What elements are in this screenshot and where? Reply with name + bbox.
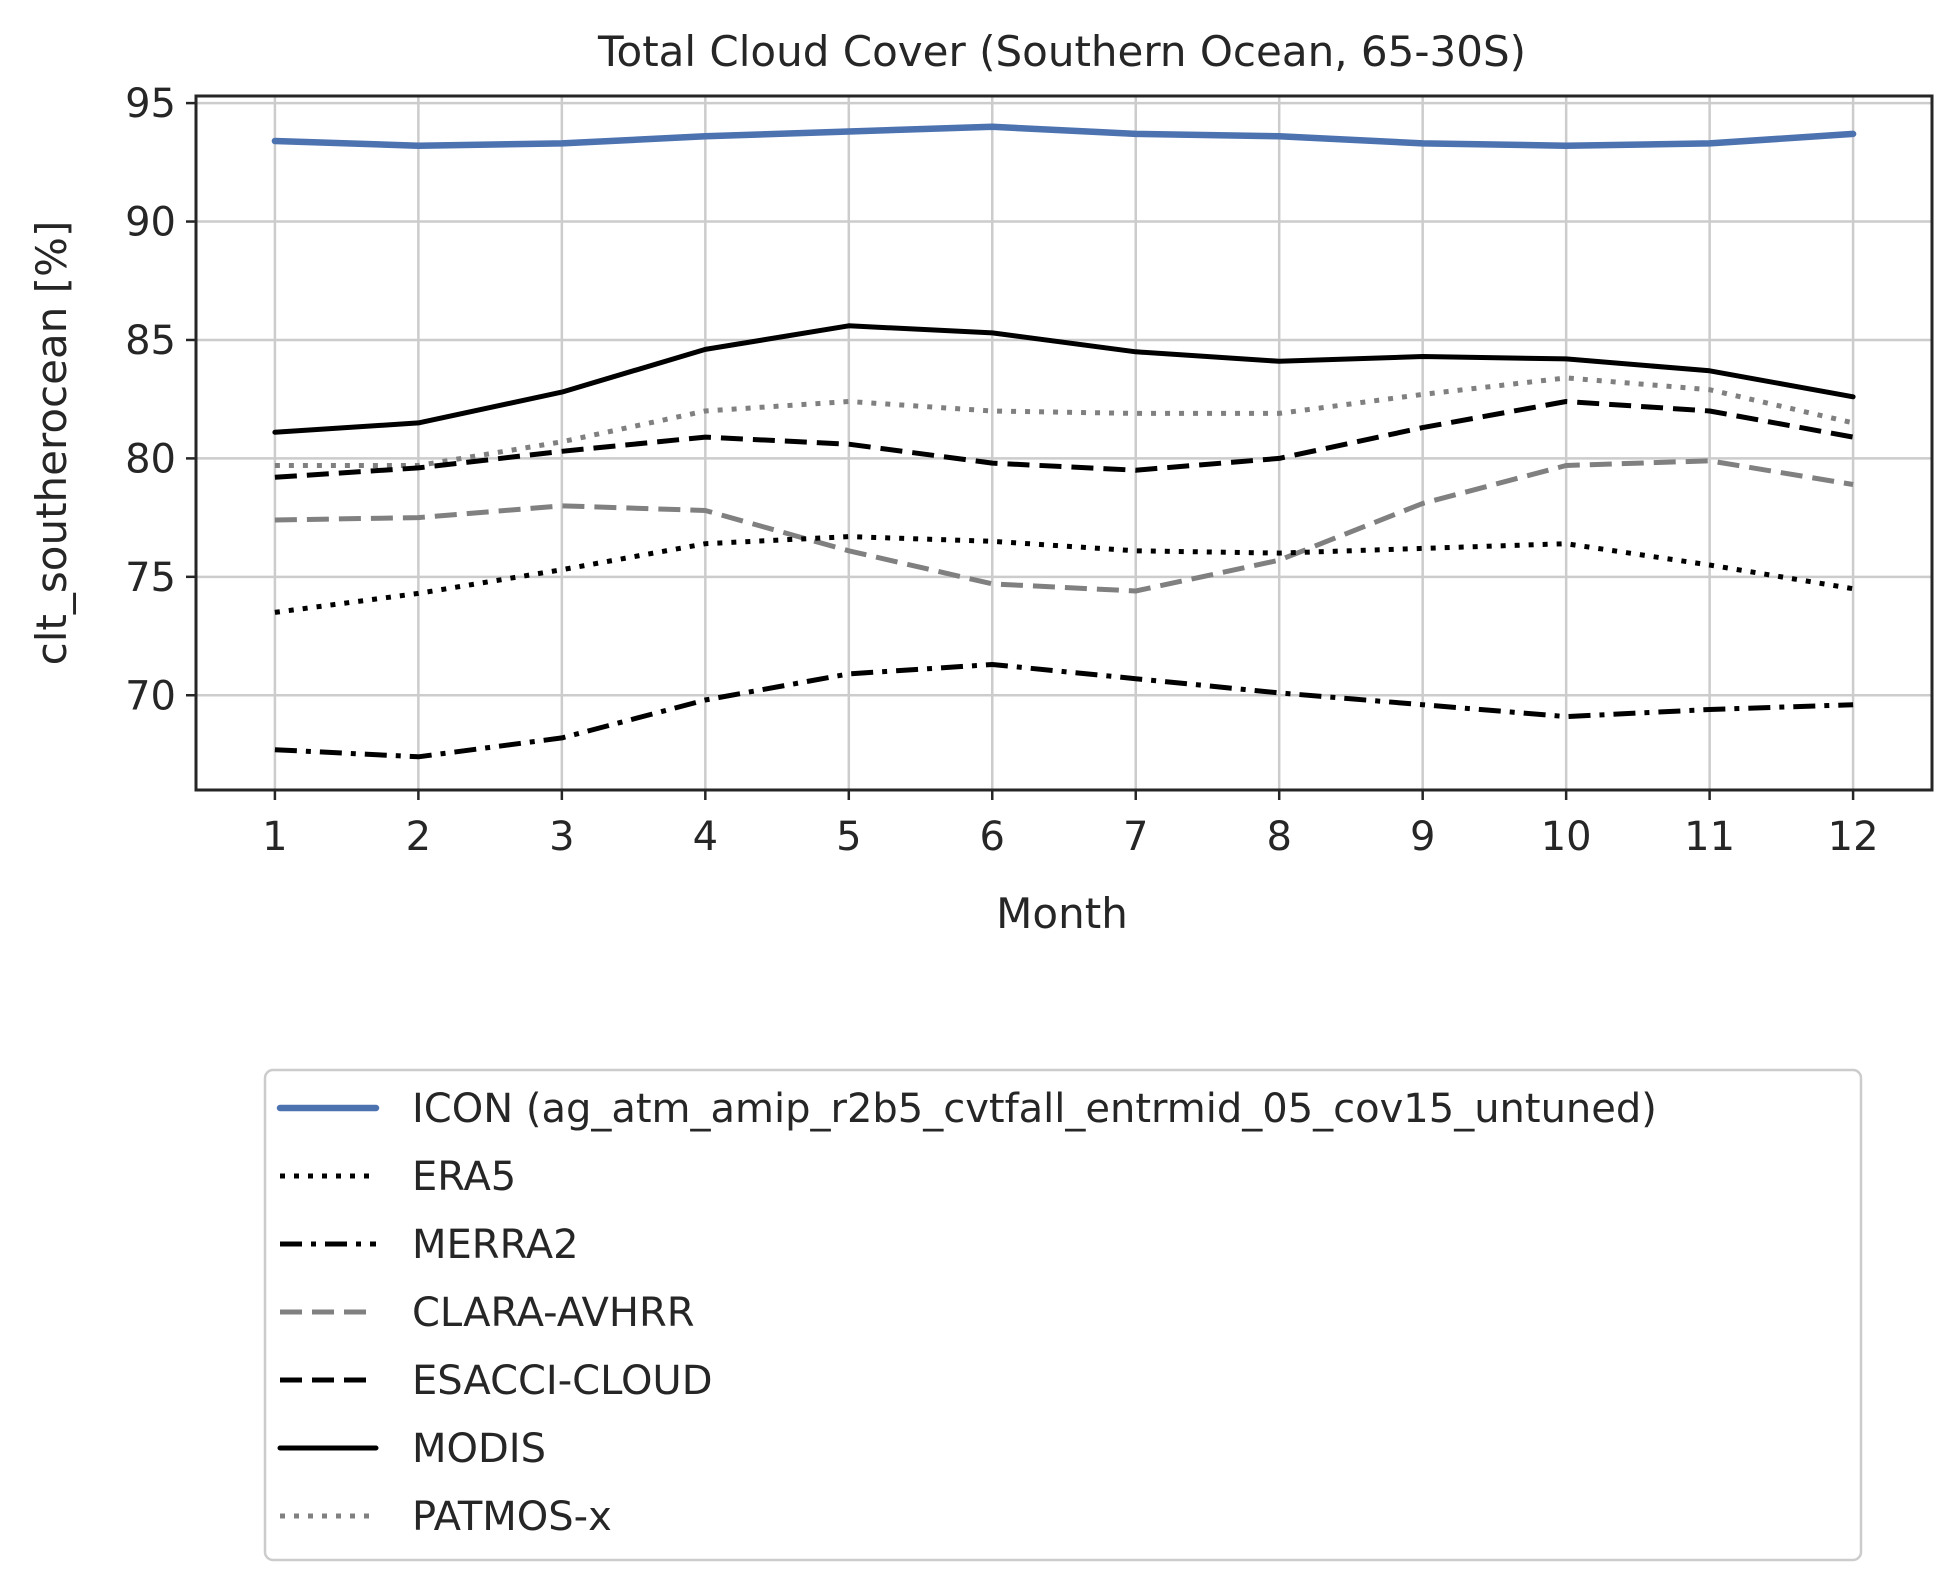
legend-frame <box>263 1068 1863 1562</box>
x-tick-label: 9 <box>1410 814 1435 860</box>
y-tick-label: 70 <box>125 673 176 719</box>
x-tick-label: 2 <box>406 814 431 860</box>
x-tick-label: 1 <box>262 814 287 860</box>
y-axis-title: clt_southerocean [%] <box>27 221 76 666</box>
y-tick-label: 95 <box>125 81 176 127</box>
legend-label: MERRA2 <box>412 1222 579 1268</box>
x-tick-label: 5 <box>836 814 861 860</box>
x-axis-title: Month <box>996 889 1128 938</box>
legend: ICON (ag_atm_amip_r2b5_cvtfall_entrmid_0… <box>263 1068 1863 1562</box>
x-tick-label: 3 <box>549 814 574 860</box>
legend-label: PATMOS-x <box>412 1494 612 1540</box>
series-line-clara-avhrr <box>274 458 1854 594</box>
x-tick-label: 6 <box>980 814 1005 860</box>
x-tick-label: 4 <box>693 814 718 860</box>
x-tick-label: 11 <box>1684 814 1735 860</box>
y-tick-label: 90 <box>125 200 176 246</box>
chart-title: Total Cloud Cover (Southern Ocean, 65-30… <box>597 27 1526 76</box>
series-lines <box>271 123 1857 760</box>
y-tick-label: 85 <box>125 318 176 364</box>
x-axis: 1 2 3 4 5 6 7 8 9 10 11 12 <box>262 790 1879 860</box>
legend-label: ERA5 <box>412 1154 516 1200</box>
x-tick-label: 10 <box>1541 814 1592 860</box>
legend-label: MODIS <box>412 1426 546 1472</box>
y-tick-label: 75 <box>125 555 176 601</box>
legend-label: CLARA-AVHRR <box>412 1290 695 1336</box>
legend-label: ICON (ag_atm_amip_r2b5_cvtfall_entrmid_0… <box>412 1086 1657 1132</box>
grid <box>196 96 1932 790</box>
series-line-esacci-cloud <box>274 399 1854 480</box>
series-line-modis <box>272 323 1856 435</box>
series-line-icon-ag-atm-amip-r2b5-cvtfall-entrmid-05-cov15-untuned <box>271 123 1857 149</box>
x-tick-label: 8 <box>1266 814 1291 860</box>
legend-label: ESACCI-CLOUD <box>412 1358 713 1404</box>
x-tick-label: 12 <box>1828 814 1879 860</box>
y-tick-label: 80 <box>125 436 176 482</box>
plot-frame <box>194 94 1934 792</box>
series-line-merra2 <box>274 662 1854 760</box>
x-tick-label: 7 <box>1123 814 1148 860</box>
y-axis: 70 75 80 85 90 95 <box>125 81 196 719</box>
